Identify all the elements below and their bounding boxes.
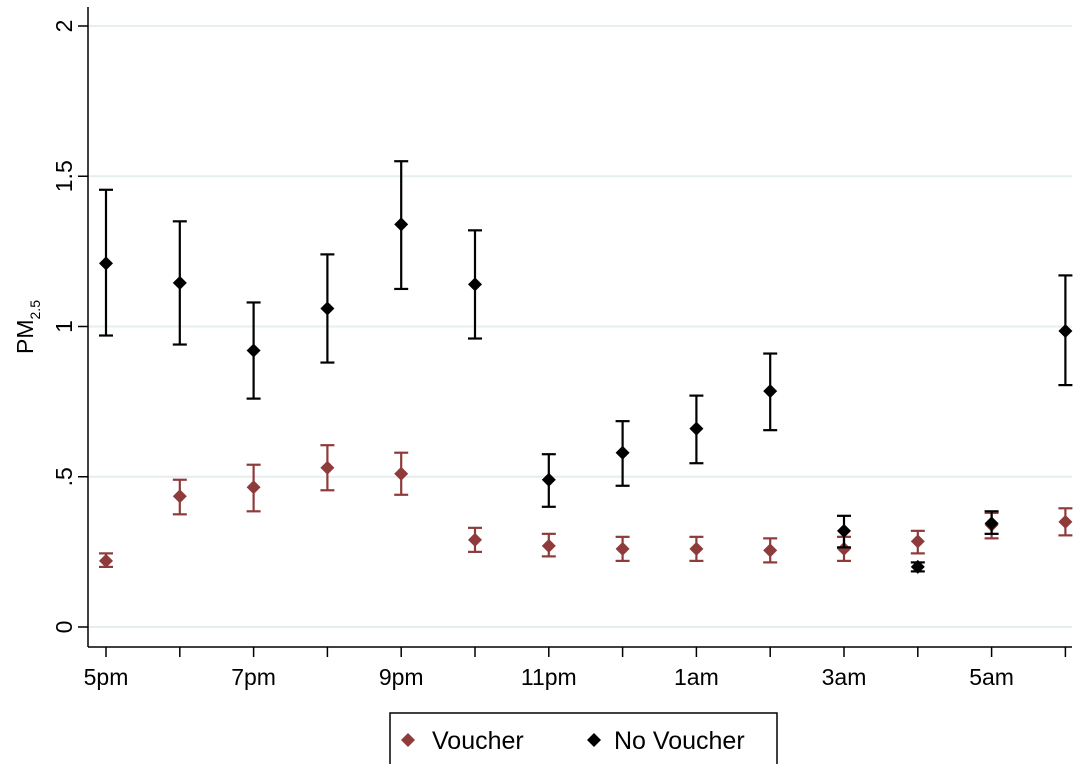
point-0-6 <box>541 538 556 553</box>
legend-marker-1 <box>587 733 601 747</box>
point-0-13 <box>1058 514 1073 529</box>
x-tick-label-10: 3am <box>822 664 867 690</box>
point-1-4 <box>394 217 409 232</box>
point-0-8 <box>689 541 704 556</box>
point-0-2 <box>246 480 261 495</box>
y-axis-title: PM2.5 <box>12 300 43 354</box>
y-tick-label-1: .5 <box>51 467 77 486</box>
point-0-7 <box>615 541 630 556</box>
point-1-1 <box>172 275 187 290</box>
gridlines <box>88 25 1072 628</box>
x-tick-label-6: 11pm <box>521 664 577 690</box>
point-1-2 <box>246 343 261 358</box>
point-0-3 <box>320 460 335 475</box>
x-tick-label-8: 1am <box>674 664 719 690</box>
y-tick-label-3: 1.5 <box>51 160 77 192</box>
y-axis-ticks: 0 .5 1 1.5 2 <box>51 20 88 634</box>
point-0-0 <box>99 553 113 568</box>
point-0-1 <box>172 489 187 504</box>
point-1-11 <box>910 559 925 574</box>
series-layer <box>99 160 1073 574</box>
point-1-12 <box>984 516 999 531</box>
point-1-3 <box>320 301 335 316</box>
legend-box <box>389 712 778 764</box>
point-0-5 <box>468 532 482 547</box>
legend-label-0: Voucher <box>432 727 524 755</box>
y-tick-label-0: 0 <box>51 621 77 634</box>
y-tick-label-2: 1 <box>51 320 77 333</box>
point-1-7 <box>615 445 630 460</box>
legend: Voucher No Voucher <box>389 712 778 764</box>
point-1-9 <box>763 384 778 399</box>
series-voucher <box>99 444 1073 569</box>
y-tick-label-4: 2 <box>51 20 77 33</box>
point-1-10 <box>837 523 851 538</box>
legend-label-1: No Voucher <box>614 727 745 755</box>
point-0-9 <box>763 543 778 558</box>
point-1-0 <box>99 256 113 271</box>
legend-marker-0 <box>401 733 415 747</box>
y-axis-title-main: PM <box>12 319 38 354</box>
point-0-4 <box>394 466 409 481</box>
point-0-10 <box>837 541 851 556</box>
y-axis-title-subscript: 2.5 <box>27 300 43 320</box>
x-tick-label-12: 5am <box>969 664 1014 690</box>
point-0-11 <box>910 534 925 549</box>
point-1-8 <box>689 421 704 436</box>
x-axis-ticks: 5pm 7pm 9pm 11pm 1am 3am 5am <box>84 647 1067 690</box>
x-tick-label-2: 7pm <box>231 664 276 690</box>
series-no-voucher <box>99 160 1073 574</box>
point-1-13 <box>1058 324 1073 339</box>
point-1-6 <box>541 472 556 487</box>
x-tick-label-0: 5pm <box>84 664 129 690</box>
x-tick-label-4: 9pm <box>379 664 424 690</box>
point-1-5 <box>468 277 482 292</box>
